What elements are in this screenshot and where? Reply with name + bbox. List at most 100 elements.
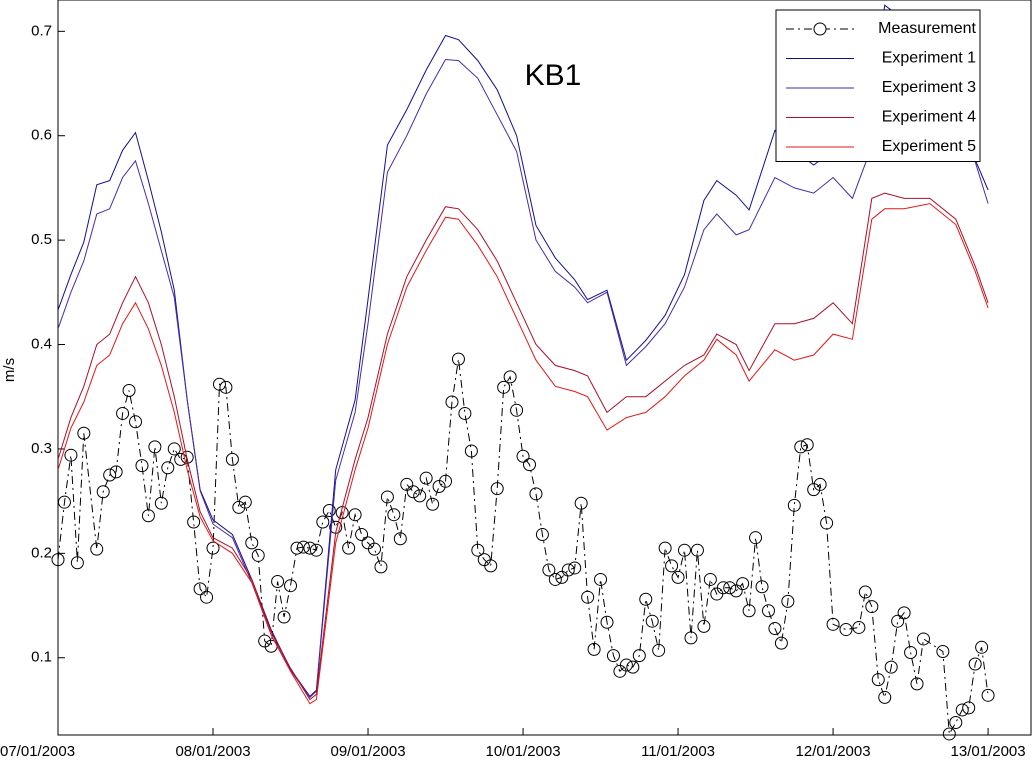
- data-point: [206, 541, 220, 555]
- legend-label: Experiment 3: [882, 79, 976, 96]
- data-point: [458, 406, 472, 420]
- data-point: [109, 465, 123, 479]
- data-point: [406, 485, 420, 499]
- data-point: [658, 541, 672, 555]
- data-point: [755, 580, 769, 594]
- data-point: [697, 619, 711, 633]
- data-point: [619, 658, 633, 672]
- data-point: [761, 604, 775, 618]
- legend-label: Measurement: [878, 20, 976, 37]
- data-point: [367, 542, 381, 556]
- data-point: [200, 590, 214, 604]
- data-point: [484, 559, 498, 573]
- data-point: [962, 701, 976, 715]
- x-tick-label: 09/01/2003: [330, 743, 405, 760]
- data-point: [703, 572, 717, 586]
- series-line: [58, 203, 989, 705]
- y-tick-label: 0.3: [31, 440, 52, 457]
- data-point: [451, 352, 465, 366]
- x-tick-label: 12/01/2003: [796, 743, 871, 760]
- data-point: [464, 444, 478, 458]
- data-point: [212, 377, 226, 391]
- data-point: [736, 577, 750, 591]
- data-point: [665, 559, 679, 573]
- data-point: [522, 458, 536, 472]
- data-point: [897, 606, 911, 620]
- data-point: [548, 572, 562, 586]
- y-tick-label: 0.1: [31, 649, 52, 666]
- data-point: [154, 496, 168, 510]
- data-point: [878, 690, 892, 704]
- plot-area: [57, 0, 1032, 736]
- y-tick-label: 0.5: [31, 231, 52, 248]
- data-point: [90, 542, 104, 556]
- data-point: [858, 585, 872, 599]
- data-point: [148, 440, 162, 454]
- x-tick-label: 07/01/2003: [0, 743, 75, 760]
- data-point: [290, 541, 304, 555]
- legend-label: Experiment 4: [882, 109, 976, 126]
- chart-title: KB1: [525, 59, 582, 92]
- data-point: [768, 622, 782, 636]
- data-point: [258, 634, 272, 648]
- data-point: [600, 615, 614, 629]
- x-tick-label: 13/01/2003: [951, 743, 1026, 760]
- data-point: [535, 528, 549, 542]
- data-point: [671, 570, 685, 584]
- series-line: [58, 58, 989, 699]
- data-point: [387, 508, 401, 522]
- data-point: [232, 500, 246, 514]
- data-point: [122, 383, 136, 397]
- data-point: [742, 604, 756, 618]
- legend-marker: [813, 22, 827, 36]
- data-point: [955, 703, 969, 717]
- y-tick-label: 0.6: [31, 127, 52, 144]
- y-tick-label: 0.7: [31, 22, 52, 39]
- data-point: [374, 560, 388, 574]
- data-point: [393, 532, 407, 546]
- data-point: [942, 727, 956, 741]
- data-point: [284, 579, 298, 593]
- data-point: [690, 543, 704, 557]
- data-point: [723, 581, 737, 595]
- data-point: [568, 561, 582, 575]
- data-point: [64, 448, 78, 462]
- data-point: [645, 614, 659, 628]
- data-point: [581, 590, 595, 604]
- data-point: [193, 582, 207, 596]
- data-point: [445, 395, 459, 409]
- data-point: [77, 426, 91, 440]
- data-point: [852, 620, 866, 634]
- data-point: [794, 440, 808, 454]
- data-point: [716, 581, 730, 595]
- data-point: [96, 485, 110, 499]
- series-line: [58, 359, 989, 735]
- data-point: [400, 477, 414, 491]
- data-point: [871, 673, 885, 687]
- data-point: [916, 632, 930, 646]
- data-point: [296, 540, 310, 554]
- data-point: [380, 490, 394, 504]
- x-tick-label: 11/01/2003: [641, 743, 715, 760]
- data-point: [316, 515, 330, 529]
- x-tick-label: 10/01/2003: [486, 743, 561, 760]
- data-point: [968, 657, 982, 671]
- data-point: [774, 636, 788, 650]
- data-point: [639, 592, 653, 606]
- data-point: [277, 610, 291, 624]
- data-point: [490, 482, 504, 496]
- data-point: [542, 563, 556, 577]
- data-point: [594, 572, 608, 586]
- data-point: [884, 660, 898, 674]
- data-point: [180, 450, 194, 464]
- y-tick-label: 0.4: [31, 336, 52, 353]
- data-point: [826, 617, 840, 631]
- data-point: [225, 452, 239, 466]
- data-point: [820, 516, 834, 530]
- data-point: [865, 600, 879, 614]
- data-point: [432, 480, 446, 494]
- data-point: [497, 380, 511, 394]
- data-point: [251, 548, 265, 562]
- data-point: [309, 543, 323, 557]
- series-line: [58, 192, 989, 701]
